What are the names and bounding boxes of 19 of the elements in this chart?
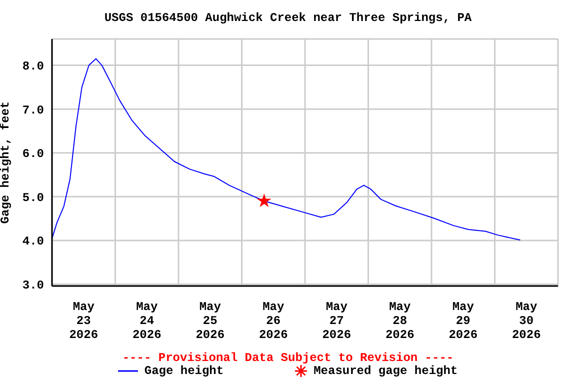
y-tick-label: 3.0	[22, 278, 44, 293]
text: ---- Provisional Data Subject to Revision ----	[121, 351, 455, 365]
line-series	[52, 58, 521, 241]
x-tick-label: May 28 2026	[385, 300, 414, 342]
x-tick-label: May 27 2026	[322, 300, 352, 342]
legend-label: Gage height	[144, 364, 224, 378]
y-tick-label: 6.0	[22, 147, 44, 162]
x-tick-label: May 24 2026	[132, 300, 162, 342]
legend-label: Measured gage height	[314, 364, 458, 378]
y-tick-label: 7.0	[22, 103, 44, 118]
chart-title: USGS 01564500 Aughwick Creek near Three Springs, PA	[103, 11, 473, 25]
x-tick-label: May 29 2026	[448, 300, 478, 342]
x-tick-label: May 25 2026	[196, 300, 225, 342]
x-tick-label: May 26 2026	[258, 300, 288, 342]
y-tick-label: 5.0	[22, 190, 44, 205]
x-tick-label: May 30 2026	[512, 300, 541, 342]
x-tick-label: May 23 2026	[69, 300, 98, 342]
y-tick-label: 8.0	[22, 60, 44, 74]
y-tick-label: 4.0	[22, 234, 44, 249]
